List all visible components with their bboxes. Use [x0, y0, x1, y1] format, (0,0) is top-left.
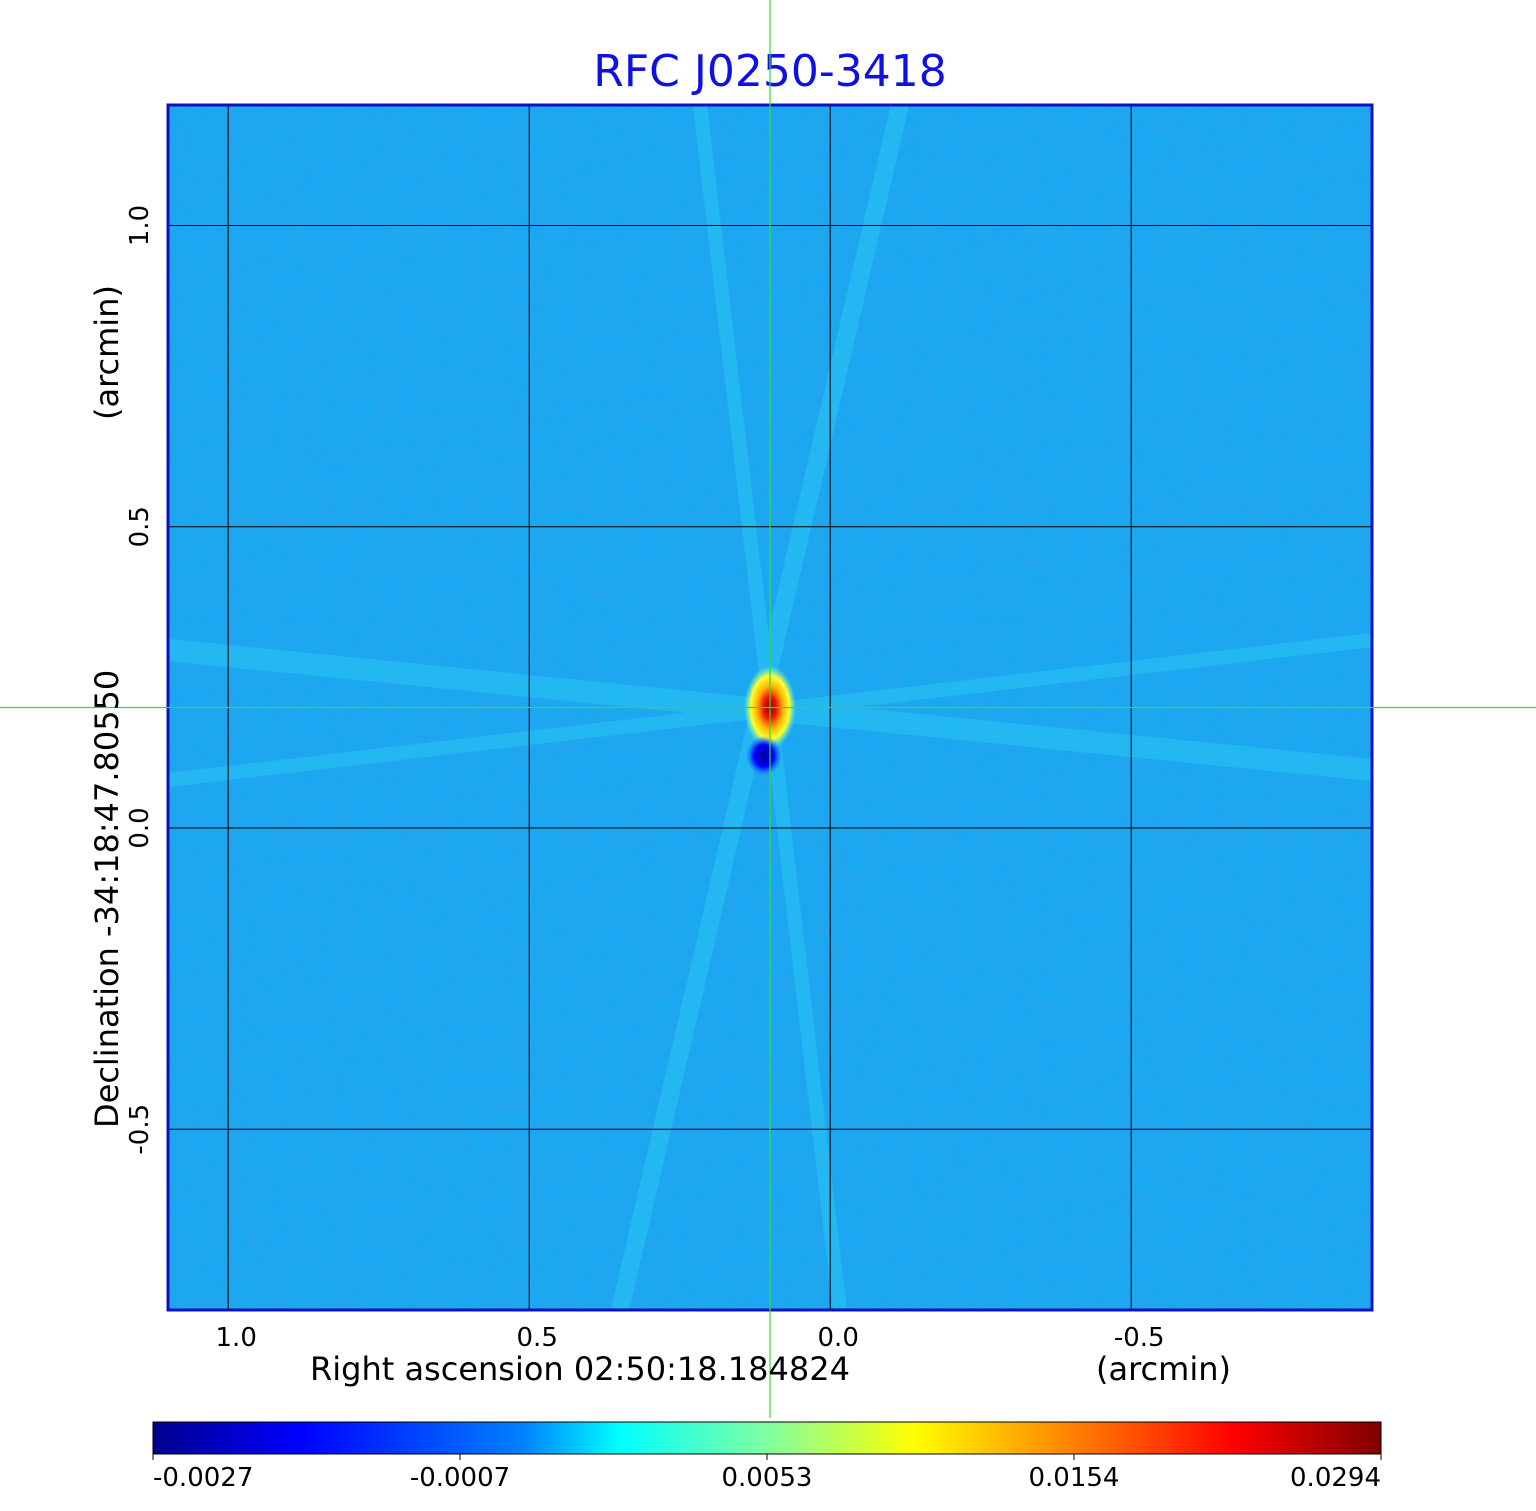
x-tick-label: 1.0: [216, 1323, 257, 1353]
y-axis-label: Declination -34:18:47.80550: [88, 670, 126, 1128]
colorbar-tick-label: 0.0294: [1290, 1463, 1381, 1493]
colorbar-tick-label: 0.0154: [1029, 1463, 1120, 1493]
y-tick-label: 0.5: [125, 506, 155, 547]
x-tick-label: 0.0: [818, 1323, 859, 1353]
colorbar-gradient: [152, 1421, 1382, 1455]
x-axis-label: Right ascension 02:50:18.184824: [310, 1350, 850, 1388]
colorbar-tick-label: -0.0027: [153, 1463, 253, 1493]
y-axis-unit: (arcmin): [88, 285, 126, 420]
y-tick-label: -0.5: [125, 1104, 155, 1155]
colorbar: -0.0027 -0.0007 0.0053 0.0154 0.0294: [152, 1421, 1382, 1493]
y-tick-label: 0.0: [125, 807, 155, 848]
x-axis-unit: (arcmin): [1096, 1350, 1231, 1388]
colorbar-tick-label: -0.0007: [410, 1463, 510, 1493]
x-tick-label: 0.5: [517, 1323, 558, 1353]
colorbar-tick-label: 0.0053: [722, 1463, 813, 1493]
crosshair: [0, 0, 1536, 1418]
y-tick-label: 1.0: [125, 205, 155, 246]
source-negative-1: [746, 735, 782, 776]
x-tick-label: -0.5: [1114, 1323, 1165, 1353]
